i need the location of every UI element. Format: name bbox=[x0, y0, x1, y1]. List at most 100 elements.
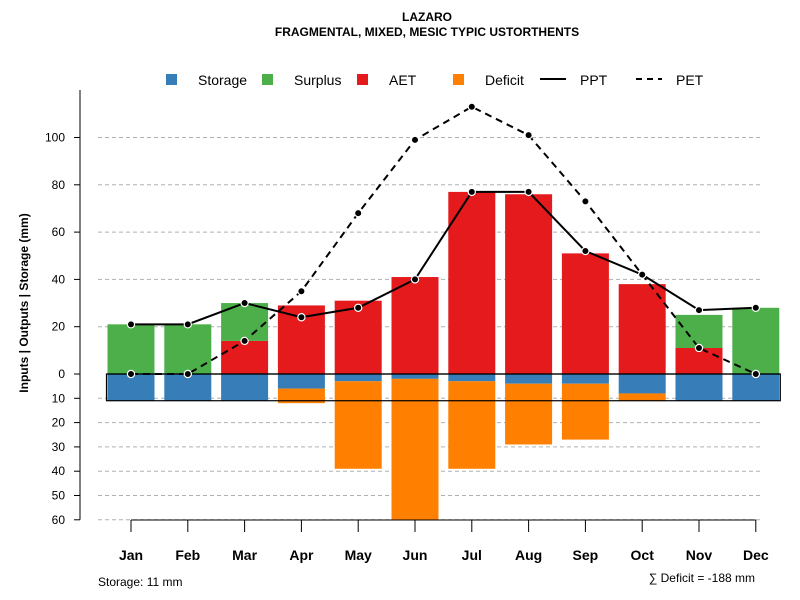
legend-ppt-label: PPT bbox=[580, 72, 608, 88]
x-tick-label-feb: Feb bbox=[175, 547, 200, 563]
bar-deficit-jul bbox=[448, 381, 496, 469]
pet-point-may bbox=[354, 208, 363, 218]
ppt-point-dec bbox=[751, 303, 761, 312]
bar-surplus-nov bbox=[675, 314, 723, 348]
bar-storage-feb bbox=[164, 374, 212, 401]
pet-point-jul bbox=[467, 102, 476, 111]
pet-point-aug bbox=[524, 130, 533, 140]
bar-storage-mar bbox=[221, 374, 269, 401]
y-tick-label-upper-20: 20 bbox=[52, 320, 66, 334]
chart-subtitle: FRAGMENTAL, MIXED, MESIC TYPIC USTORTHEN… bbox=[275, 25, 579, 39]
ppt-point-nov bbox=[694, 305, 704, 315]
bar-deficit-oct bbox=[618, 393, 666, 401]
bar-surplus-jan bbox=[107, 324, 155, 374]
bar-deficit-sep bbox=[561, 383, 609, 440]
legend-aet-swatch bbox=[357, 74, 368, 85]
bar-deficit-may bbox=[334, 381, 382, 469]
y-tick-label-lower-40: 40 bbox=[52, 464, 66, 478]
y-tick-label-upper-40: 40 bbox=[52, 272, 66, 286]
ppt-point-oct bbox=[638, 270, 647, 279]
pet-point-jun bbox=[410, 135, 420, 145]
bar-storage-dec bbox=[732, 374, 780, 401]
bar-storage-jul bbox=[448, 374, 496, 382]
x-tick-label-jan: Jan bbox=[119, 547, 143, 563]
pet-point-jan bbox=[126, 369, 136, 379]
bar-deficit-apr bbox=[277, 388, 325, 404]
ppt-line bbox=[131, 190, 756, 326]
bar-storage-apr bbox=[277, 374, 325, 389]
y-tick-label-lower-30: 30 bbox=[52, 440, 66, 454]
bar-deficit-jun bbox=[391, 378, 439, 520]
bar-storage-may bbox=[334, 374, 382, 382]
bar-aet-oct bbox=[618, 284, 666, 374]
bar-storage-nov bbox=[675, 374, 723, 401]
ppt-point-feb bbox=[183, 320, 192, 329]
pet-point-dec bbox=[751, 369, 761, 379]
legend-storage-swatch bbox=[166, 74, 177, 85]
storage-note: Storage: 11 mm bbox=[98, 575, 182, 589]
bar-deficit-aug bbox=[505, 383, 553, 445]
ppt-point-may bbox=[354, 303, 363, 312]
ppt-point-jan bbox=[126, 320, 136, 329]
x-tick-label-aug: Aug bbox=[515, 547, 542, 563]
bar-storage-sep bbox=[561, 374, 609, 384]
bar-storage-jun bbox=[391, 374, 439, 379]
legend-deficit-swatch bbox=[453, 74, 464, 85]
bars bbox=[105, 191, 781, 520]
bar-aet-jun bbox=[391, 277, 439, 374]
pet-point-sep bbox=[581, 197, 590, 206]
y-tick-label-upper-60: 60 bbox=[52, 225, 66, 239]
legend-pet-label: PET bbox=[676, 72, 704, 88]
deficit-note: ∑ Deficit = -188 mm bbox=[649, 571, 755, 585]
bar-storage-oct bbox=[618, 374, 666, 394]
axes: 0 20 40 60 80 100 10 20 30 40 50 60 Jan Feb Mar Apr May J… bbox=[45, 90, 769, 563]
pet-point-nov bbox=[694, 343, 704, 353]
y-tick-label-lower-20: 20 bbox=[52, 416, 66, 430]
ppt-point-aug bbox=[524, 187, 533, 197]
y-axis-label: Inputs | Outputs | Storage (mm) bbox=[17, 213, 31, 392]
legend-surplus-swatch bbox=[262, 74, 273, 85]
pet-point-feb bbox=[183, 369, 192, 379]
ppt-point-jun bbox=[410, 275, 420, 284]
bar-aet-nov bbox=[675, 347, 723, 374]
bar-surplus-dec bbox=[732, 307, 780, 374]
x-tick-label-jul: Jul bbox=[462, 547, 482, 563]
legend-surplus-label: Surplus bbox=[294, 72, 341, 88]
bar-surplus-feb bbox=[164, 324, 212, 374]
pet-point-mar bbox=[240, 336, 249, 346]
x-tick-label-dec: Dec bbox=[743, 547, 769, 563]
y-tick-label-lower-50: 50 bbox=[52, 489, 66, 503]
bar-storage-jan bbox=[107, 374, 155, 401]
pet-line bbox=[131, 105, 757, 375]
x-tick-label-nov: Nov bbox=[686, 547, 713, 563]
bar-aet-sep bbox=[561, 253, 609, 374]
x-tick-label-apr: Apr bbox=[289, 547, 314, 563]
y-tick-label-lower-10: 10 bbox=[52, 391, 66, 405]
x-tick-label-oct: Oct bbox=[631, 547, 655, 563]
bar-aet-mar bbox=[221, 340, 269, 374]
y-tick-label-upper-100: 100 bbox=[45, 131, 65, 145]
pet-point-apr bbox=[297, 287, 306, 296]
y-tick-label-upper-0: 0 bbox=[58, 367, 65, 381]
legend-aet-label: AET bbox=[389, 72, 417, 88]
chart-title: LAZARO bbox=[402, 10, 452, 24]
ppt-point-apr bbox=[297, 313, 306, 322]
bar-storage-aug bbox=[505, 374, 553, 384]
bar-aet-jul bbox=[448, 191, 496, 374]
lines bbox=[126, 102, 761, 379]
ppt-point-mar bbox=[240, 298, 249, 308]
x-tick-label-sep: Sep bbox=[573, 547, 599, 563]
x-tick-label-may: May bbox=[345, 547, 372, 563]
y-tick-label-lower-60: 60 bbox=[52, 513, 66, 527]
legend-deficit-label: Deficit bbox=[485, 72, 524, 88]
legend: Storage Surplus AET Deficit PPT PET bbox=[166, 72, 704, 88]
legend-storage-label: Storage bbox=[198, 72, 247, 88]
ppt-point-jul bbox=[467, 187, 476, 197]
x-tick-label-jun: Jun bbox=[403, 547, 428, 563]
ppt-point-sep bbox=[581, 246, 590, 256]
y-tick-label-upper-80: 80 bbox=[52, 178, 66, 192]
bar-aet-aug bbox=[505, 194, 553, 374]
x-tick-label-mar: Mar bbox=[232, 547, 257, 563]
bar-aet-may bbox=[334, 300, 382, 374]
